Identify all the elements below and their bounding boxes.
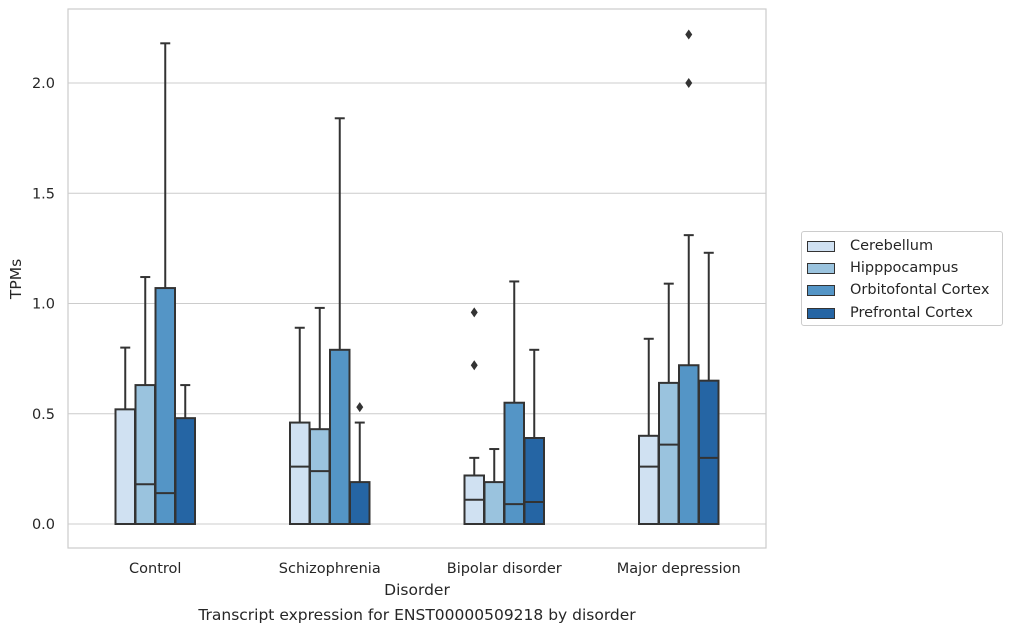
box-body (154, 287, 176, 525)
box (349, 402, 371, 526)
x-axis-label: Disorder (384, 581, 450, 599)
box-body (329, 348, 351, 525)
legend-swatch (807, 262, 835, 274)
y-tick-label: 0.0 (32, 517, 55, 533)
box-body (349, 481, 371, 526)
legend-swatch (807, 307, 835, 319)
box-body (114, 408, 136, 525)
legend-item-cerebellum: Cerebellum (807, 237, 933, 255)
box-body (698, 379, 720, 525)
box (503, 280, 525, 526)
box (134, 276, 156, 525)
x-tick-label: Bipolar disorder (447, 561, 562, 577)
box (638, 337, 660, 525)
x-tick-labels: Control Schizophrenia Bipolar disorder Majo… (129, 561, 741, 577)
y-tick-labels: 0.0 0.5 1.0 1.5 2.0 (32, 76, 55, 533)
box-body (289, 421, 311, 526)
box (329, 117, 351, 525)
legend-swatch (807, 284, 835, 296)
box (114, 346, 136, 525)
plot-frame (67, 8, 767, 549)
y-axis-label: TPMs (7, 259, 25, 300)
outlier-point (470, 360, 478, 371)
y-tick-label: 1.5 (32, 186, 55, 202)
box (523, 348, 545, 526)
outlier-point (470, 307, 478, 318)
legend: Cerebellum Hipppocampus Orbitofontal Cor… (801, 231, 1003, 326)
outlier-point (685, 78, 693, 88)
x-tick-label: Schizophrenia (279, 561, 381, 577)
box-body (658, 381, 680, 525)
box (309, 306, 331, 525)
legend-swatch (807, 240, 835, 252)
box (289, 326, 311, 526)
box-body (678, 364, 700, 525)
box (463, 307, 485, 525)
box-body (638, 434, 660, 525)
box (698, 251, 720, 525)
legend-label: Hipppocampus (850, 260, 959, 276)
legend-item-prefrontal-cortex: Prefrontal Cortex (807, 304, 973, 322)
box-body (134, 384, 156, 525)
box (658, 282, 680, 525)
outlier-point (356, 402, 364, 413)
box (483, 448, 505, 526)
legend-label: Orbitofontal Cortex (850, 282, 990, 298)
box-body (309, 428, 331, 525)
boxes (114, 29, 720, 526)
box-body (483, 481, 505, 526)
box-body (174, 417, 196, 525)
box (678, 29, 700, 525)
legend-label: Prefrontal Cortex (850, 305, 973, 321)
legend-label: Cerebellum (850, 238, 934, 254)
y-tick-label: 0.5 (32, 407, 55, 423)
x-tick-label: Control (129, 561, 181, 577)
legend-item-hippocampus: Hipppocampus (807, 259, 958, 277)
figure-caption: Transcript expression for ENST0000050921… (198, 606, 636, 624)
box-body (503, 401, 525, 526)
box (174, 384, 196, 525)
x-tick-label: Major depression (617, 561, 741, 577)
legend-item-orbitofrontal-cortex: Orbitofontal Cortex (807, 281, 989, 299)
outlier-point (685, 29, 693, 40)
box-body (523, 437, 545, 526)
y-tick-label: 2.0 (32, 76, 55, 92)
box (154, 42, 176, 525)
y-tick-label: 1.0 (32, 297, 55, 313)
